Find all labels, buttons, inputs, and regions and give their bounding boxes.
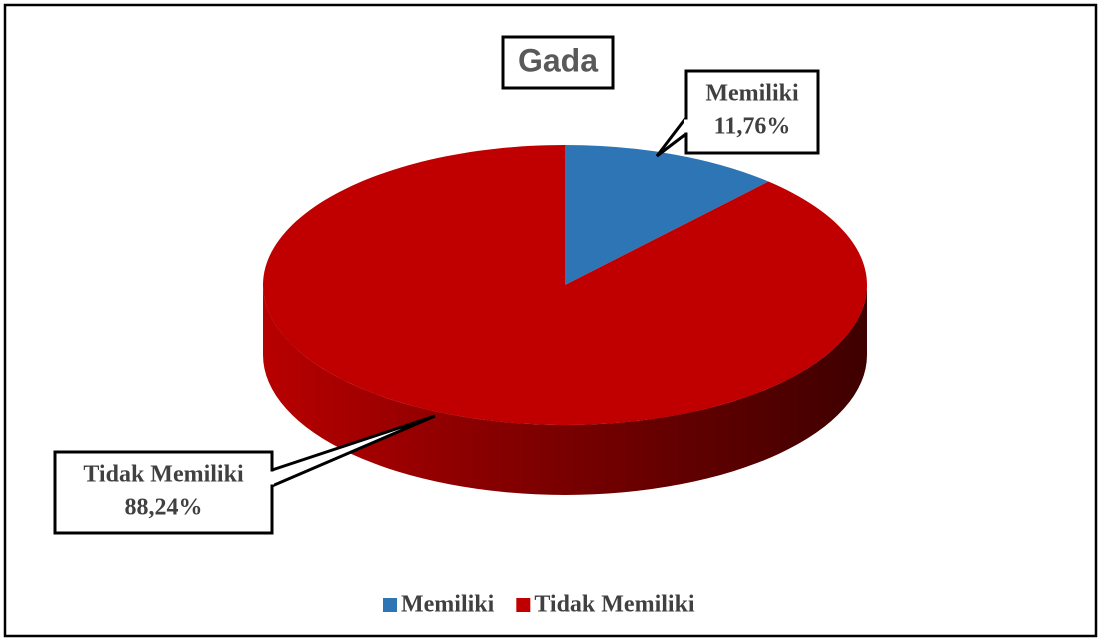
callout-box xyxy=(684,69,820,155)
slice xyxy=(262,145,868,426)
legend-label: Memiliki xyxy=(401,592,495,618)
data-label: 88,24% xyxy=(125,495,203,521)
legend-swatch xyxy=(383,598,397,612)
slice-side xyxy=(263,285,867,495)
callout-box xyxy=(53,450,274,535)
callout-gap xyxy=(684,119,688,133)
data-label-name: Memiliki xyxy=(705,81,799,107)
legend-label: Tidak Memiliki xyxy=(534,592,695,618)
data-label: 11,76% xyxy=(714,114,791,140)
callout-pointer xyxy=(655,117,688,158)
data-label-name: Tidak Memiliki xyxy=(83,462,244,488)
chart-title: Gada xyxy=(518,42,598,78)
title-box xyxy=(501,35,615,90)
callout-pointer xyxy=(271,414,436,488)
callout-gap xyxy=(270,471,274,485)
legend-swatch xyxy=(516,598,531,612)
slice xyxy=(565,145,769,285)
